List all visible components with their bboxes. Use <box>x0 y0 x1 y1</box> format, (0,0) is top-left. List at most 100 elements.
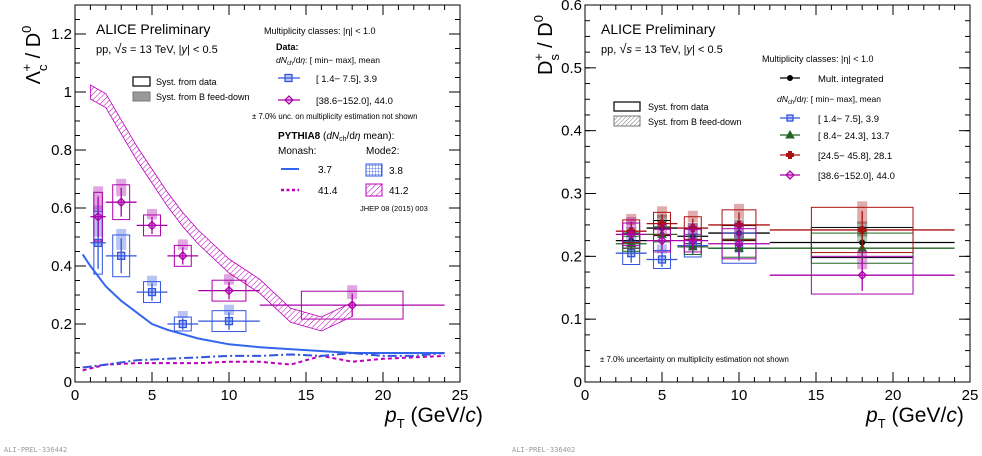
right-legend-class1-label: [ 1.4− 7.5], 3.9 <box>818 114 879 125</box>
left-monash-label: Monash: <box>278 146 316 157</box>
right-syst-b-box <box>734 203 744 219</box>
left-data-point <box>93 238 103 247</box>
right-y-tick-label: 0.6 <box>561 0 582 14</box>
left-legend-monash-low: 3.7 <box>281 165 332 176</box>
right-dndeta-header: dNch/dη: [ min− max], mean <box>777 94 881 106</box>
left-syst-legend: Syst. from data Syst. from B feed-down <box>132 76 250 102</box>
left-legend-monash-high-label: 41.4 <box>318 186 338 197</box>
right-syst-b-box <box>626 213 637 226</box>
right-legend-class3: [24.5− 45.8], 28.1 <box>780 151 892 162</box>
right-unc-note: ± 7.0% uncertainty on multiplicity estim… <box>600 355 789 364</box>
left-syst-b-box <box>116 178 127 197</box>
left-legend-monash-high: 41.4 <box>281 186 338 197</box>
right-x-tick-label: 25 <box>962 387 979 404</box>
left-preliminary-label: ALICE Preliminary <box>96 21 210 37</box>
right-data-point <box>734 238 744 249</box>
right-data-point <box>857 270 868 281</box>
left-syst-b-box <box>224 304 234 316</box>
right-legend-integrated-label: Mult. integrated <box>818 74 883 85</box>
right-syst-b-box <box>657 223 667 235</box>
left-x-axis-title: pT (GeV/c) <box>384 404 483 431</box>
right-multiplicity-title: Multiplicity classes: |η| < 1.0 <box>762 54 873 64</box>
left-y-tick-label: 1 <box>64 84 72 101</box>
right-y-tick-label: 0.2 <box>561 248 582 265</box>
left-data-point <box>116 197 127 208</box>
left-mode2-label: Mode2: <box>366 146 399 157</box>
right-syst-data-label: Syst. from data <box>648 102 709 112</box>
right-y-tick-label: 0.1 <box>561 311 582 328</box>
left-model-line-2 <box>81 253 445 354</box>
right-y-axis-title: Ds+ / D0 <box>531 15 562 75</box>
left-legend-mode2-high-label: 41.2 <box>389 186 409 197</box>
right-legend-class4-label: [38.6−152.0], 44.0 <box>818 171 895 182</box>
right-x-axis-title: pT (GeV/c) <box>865 404 964 431</box>
left-syst-b-box <box>224 274 234 285</box>
left-data-point <box>117 251 126 261</box>
left-x-tick-label: 25 <box>452 387 469 404</box>
right-legend-class2-label: [ 8.4− 24.3], 13.7 <box>818 131 890 142</box>
left-data-point <box>93 211 103 222</box>
right-data-point <box>688 224 697 233</box>
left-multiplicity-title: Multiplicity classes: |η| < 1.0 <box>264 26 375 36</box>
left-syst-b-box <box>147 275 157 287</box>
left-y-tick-label: 0.2 <box>51 316 72 333</box>
right-y-tick-label: 0.5 <box>561 60 582 77</box>
right-syst-b-box <box>626 217 637 229</box>
left-y-tick-label: 0.8 <box>51 142 72 159</box>
right-syst-b-box <box>687 223 698 235</box>
right-data-point <box>627 249 636 258</box>
left-syst-b-box <box>177 239 188 250</box>
left-y-tick-label: 0.4 <box>51 258 72 275</box>
right-syst-b-box <box>657 206 667 218</box>
left-legend-data-low-label: [ 1.4− 7.5], 3.9 <box>316 74 377 85</box>
right-figure-id: ALI-PREL-336402 <box>512 446 575 454</box>
right-data-point <box>858 225 867 234</box>
right-legend-class3-label: [24.5− 45.8], 28.1 <box>818 151 892 162</box>
left-legend-data-low: [ 1.4− 7.5], 3.9 <box>278 73 377 85</box>
right-legend-class1: [ 1.4− 7.5], 3.9 <box>780 114 879 125</box>
left-syst-b-box <box>177 311 188 318</box>
right-collision-label: pp, √s = 13 TeV, |y| < 0.5 <box>601 41 723 56</box>
left-axes: 0 5 10 15 20 25 0 0.2 0.4 0.6 0.8 1 1.2 <box>51 4 469 404</box>
left-data-title: Data: <box>276 42 299 52</box>
right-syst-b-box <box>734 222 744 238</box>
left-legend-data-high: [38.6−152.0], 44.0 <box>278 95 393 107</box>
left-data-marks <box>81 84 445 372</box>
right-data-point <box>735 220 743 229</box>
right-x-tick-label: 5 <box>658 387 666 404</box>
left-dndeta-header: dNch/dη: [ min− max], mean <box>276 55 380 67</box>
right-legend-integrated: Mult. integrated <box>780 74 883 85</box>
right-x-tick-label: 20 <box>885 387 902 404</box>
left-panel: 0 5 10 15 20 25 0 0.2 0.4 0.6 0.8 1 1.2 Λc+ / D0 pT … <box>4 4 483 454</box>
left-y-tick-label: 1.2 <box>51 26 72 43</box>
left-syst-b-box <box>147 208 157 220</box>
left-syst-b-label: Syst. from B feed-down <box>156 92 250 102</box>
left-x-tick-label: 15 <box>298 387 315 404</box>
left-data-point <box>224 285 234 296</box>
right-x-tick-label: 10 <box>731 387 748 404</box>
left-legend-data-high-label: [38.6−152.0], 44.0 <box>316 96 393 107</box>
right-data-point <box>657 255 667 264</box>
left-collision-label: pp, √s = 13 TeV, |y| < 0.5 <box>96 41 218 56</box>
left-x-tick-label: 10 <box>221 387 238 404</box>
left-y-tick-label: 0.6 <box>51 200 72 217</box>
left-data-point <box>178 319 187 329</box>
left-figure-id: ALI-PREL-336442 <box>4 446 67 454</box>
right-legend-class2: [ 8.4− 24.3], 13.7 <box>780 129 890 142</box>
right-data-marks <box>615 201 955 295</box>
left-model-band-5 <box>90 84 353 332</box>
left-model-line-4 <box>82 351 445 369</box>
right-syst-legend: Syst. from data Syst. from B feed-down <box>613 101 742 127</box>
right-axes: 0 5 10 15 20 25 0 0.1 0.2 0.3 0.4 0.5 0.6 <box>561 0 978 404</box>
right-syst-b-box <box>687 210 698 223</box>
left-legend-mode2-low: 3.8 <box>365 163 403 177</box>
right-data-point <box>626 229 637 240</box>
right-y-tick-label: 0 <box>574 374 582 391</box>
left-x-tick-label: 5 <box>148 387 156 404</box>
left-data-point <box>147 220 157 231</box>
left-legend-monash-low-label: 3.7 <box>318 165 332 176</box>
right-data-point <box>657 235 667 246</box>
left-legend-mode2-high: 41.2 <box>365 183 409 197</box>
left-y-tick-label: 0 <box>64 374 72 391</box>
right-data-point <box>687 235 698 246</box>
